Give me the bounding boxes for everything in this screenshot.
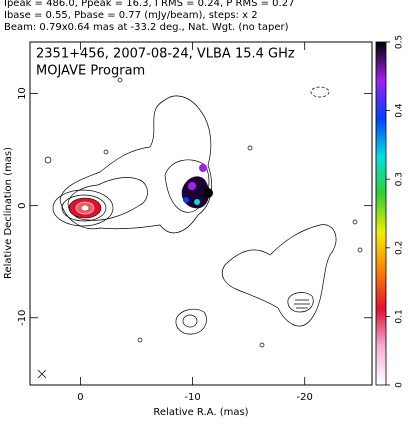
chart-title: 2351+456, 2007-08-24, VLBA 15.4 GHz xyxy=(36,47,295,62)
colorbar xyxy=(375,41,387,386)
y-axis-label: Relative Declination (mas) xyxy=(3,147,14,279)
y-tick-label: 0 xyxy=(17,202,28,208)
contours xyxy=(44,77,363,348)
colorbar-tick-label: 0.3 xyxy=(395,172,405,186)
colorbar-tick-label: 0.4 xyxy=(395,103,405,118)
header-line: Ibase = 0.55, Pbase = 0.77 (mJy/beam), s… xyxy=(4,10,258,21)
chart-subtitle: MOJAVE Program xyxy=(36,64,145,79)
y-tick-label: 10 xyxy=(17,87,28,100)
header-line: Beam: 0.79x0.64 mas at -33.2 deg., Nat. … xyxy=(4,22,289,33)
x-tick-label: -20 xyxy=(297,392,313,403)
colorbar-tick-label: 0 xyxy=(395,382,405,388)
x-axis-label: Relative R.A. (mas) xyxy=(153,407,248,418)
beam-marker xyxy=(37,369,47,379)
x-tick-label: 0 xyxy=(77,392,83,403)
y-tick-label: -10 xyxy=(17,310,28,326)
colorbar-tick-label: 0.5 xyxy=(395,35,405,49)
colorbar-tick-label: 0.1 xyxy=(395,309,405,323)
colorbar-tick-label: 0.2 xyxy=(395,241,405,255)
header-line: Ipeak = 486.0, Ppeak = 16.3, I RMS = 0.2… xyxy=(4,0,294,9)
x-tick-label: -10 xyxy=(184,392,200,403)
